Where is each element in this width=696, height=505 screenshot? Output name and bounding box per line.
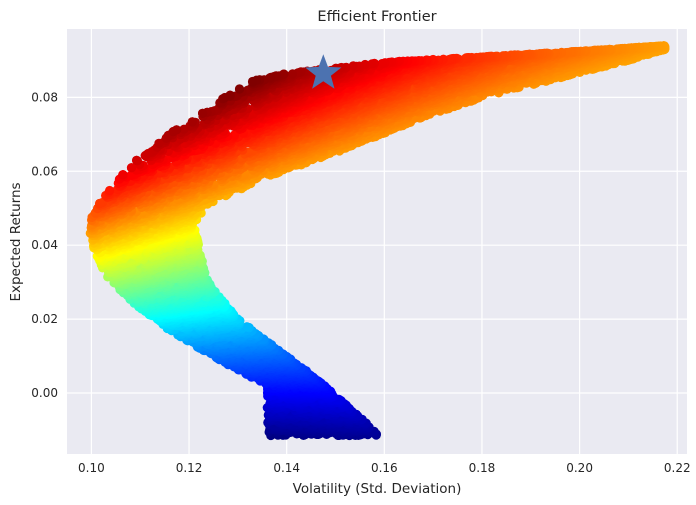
portfolio-points <box>85 41 670 441</box>
